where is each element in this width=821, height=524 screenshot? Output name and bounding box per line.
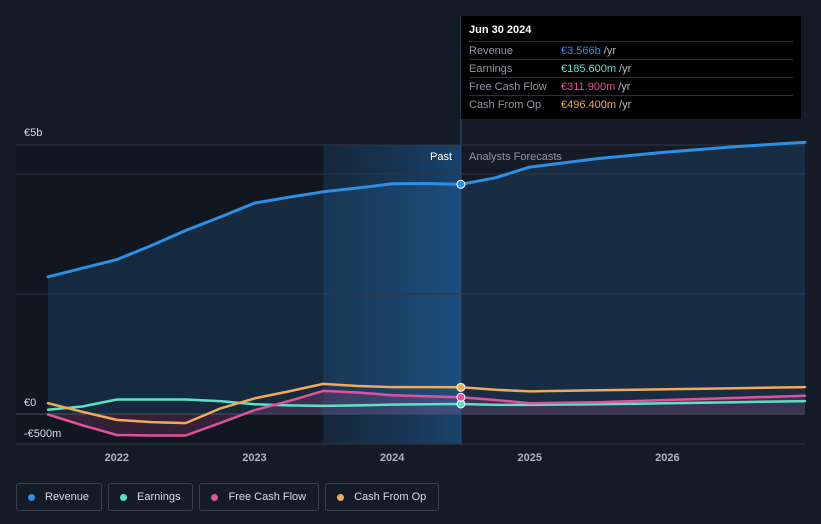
legend-dot-icon <box>211 493 219 501</box>
legend-label: Revenue <box>45 491 90 503</box>
revenue-point <box>456 179 466 189</box>
past-label: Past <box>430 151 452 163</box>
x-tick-label: 2025 <box>517 452 541 464</box>
revenue-line <box>46 140 807 279</box>
free-cash-flow-point <box>456 392 466 402</box>
tooltip-row-earnings: Earnings €185.600m /yr <box>469 59 793 77</box>
tooltip-value: €3.566b <box>561 44 601 57</box>
tooltip-label: Cash From Op <box>469 98 542 111</box>
x-tick-label: 2023 <box>242 452 266 464</box>
legend-item-cash-from-op[interactable]: Cash From Op <box>325 483 440 511</box>
y-label-bottom: -€500m <box>24 428 61 440</box>
legend-dot-icon <box>28 493 35 501</box>
legend-label: Earnings <box>137 491 181 503</box>
legend-dot-icon <box>120 493 128 501</box>
tooltip-date: Jun 30 2024 <box>469 24 532 36</box>
x-tick-label: 2022 <box>105 452 129 464</box>
legend-item-free-cash-flow[interactable]: Free Cash Flow <box>199 483 320 511</box>
tooltip-label: Earnings <box>469 62 513 75</box>
x-tick-label: 2026 <box>655 452 679 464</box>
x-tick-label: 2024 <box>380 452 405 464</box>
tooltip-row-free-cash-flow: Free Cash Flow €311.900m /yr <box>469 77 793 95</box>
tooltip-value: €311.900m <box>561 80 616 93</box>
legend-label: Free Cash Flow <box>228 491 307 503</box>
free-cash-flow-line <box>46 389 807 437</box>
legend-item-earnings[interactable]: Earnings <box>108 483 194 511</box>
legend-label: Cash From Op <box>354 491 427 503</box>
tooltip-value: €185.600m <box>561 62 617 75</box>
y-label-zero: €0 <box>24 397 36 409</box>
legend-dot-icon <box>337 493 345 501</box>
tooltip-unit: /yr <box>619 62 632 75</box>
legend-item-revenue[interactable]: Revenue <box>16 483 103 511</box>
data-tooltip: Jun 30 2024 Revenue €3.566b /yr Earnings… <box>461 16 801 119</box>
tooltip-row-revenue: Revenue €3.566b /yr <box>469 41 793 59</box>
y-label-top: €5b <box>24 127 42 139</box>
tooltip-unit: /yr <box>619 98 632 111</box>
cash-from-op-line <box>46 382 807 425</box>
earnings-line <box>46 398 807 411</box>
tooltip-unit: /yr <box>603 44 616 57</box>
chart-legend: Revenue Earnings Free Cash Flow Cash Fro… <box>16 483 440 511</box>
forecast-label: Analysts Forecasts <box>469 151 562 163</box>
tooltip-value: €496.400m <box>561 98 617 111</box>
tooltip-unit: /yr <box>618 80 631 93</box>
tooltip-row-cash-from-op: Cash From Op €496.400m /yr <box>469 95 793 113</box>
tooltip-label: Revenue <box>469 44 514 57</box>
cash-from-op-point <box>456 382 466 392</box>
tooltip-label: Free Cash Flow <box>469 80 547 93</box>
